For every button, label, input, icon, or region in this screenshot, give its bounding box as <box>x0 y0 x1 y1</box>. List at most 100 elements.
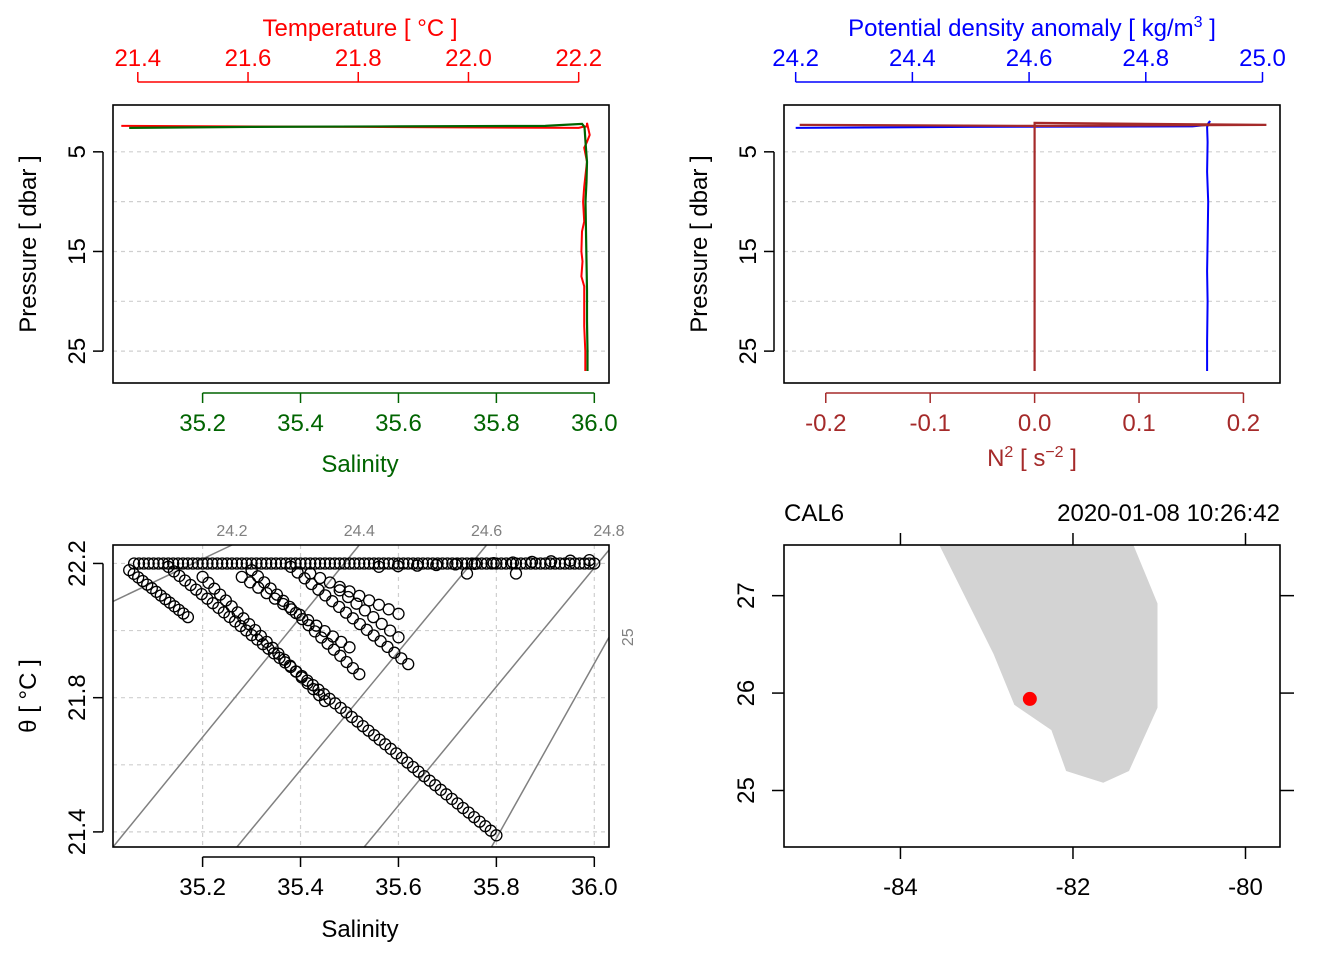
ts-point <box>313 557 327 570</box>
ts-point <box>269 557 283 570</box>
ts-point <box>343 585 356 598</box>
ts-point <box>333 580 346 594</box>
ts-point <box>391 560 405 573</box>
lat-tick-label: 26 <box>733 680 760 707</box>
p2-pressure-axis: 5 15 25 <box>735 145 775 364</box>
ts-point <box>265 557 278 570</box>
ts-point <box>583 557 596 570</box>
p1-salinity-axis: 35.2 35.4 35.6 35.8 36.0 <box>179 392 618 437</box>
ts-point <box>213 588 227 601</box>
ts-point <box>392 607 405 620</box>
ts-point <box>431 557 444 570</box>
ts-point <box>147 557 160 570</box>
ts-point <box>284 557 297 570</box>
isopycnal-line <box>490 636 610 848</box>
temperature-tick-label: 22.2 <box>555 45 602 72</box>
density-tick-label: 24.6 <box>1006 45 1053 72</box>
ts-point <box>208 582 221 595</box>
ts-point <box>235 557 248 570</box>
ts-point <box>299 557 312 570</box>
ts-point <box>564 554 577 567</box>
ts-point <box>402 657 415 671</box>
p1-pressure-tick-label: 15 <box>64 238 91 265</box>
ts-diagram-panel: 24.2 24.4 24.6 24.825 35.2 35.4 35.6 35.8 36.0 … <box>15 523 637 943</box>
isopycnal-line <box>112 544 233 603</box>
ts-point <box>251 570 265 583</box>
isopycnal-label: 24.8 <box>593 523 624 540</box>
ts-point <box>353 617 367 631</box>
ts-point <box>475 557 488 570</box>
p3-plot-frame <box>112 544 610 848</box>
ts-point <box>348 557 361 570</box>
ts-point <box>506 556 520 569</box>
ts-point <box>230 557 244 570</box>
ts-point <box>411 559 424 572</box>
ts-point <box>211 557 224 570</box>
ts-point <box>137 557 150 570</box>
lon-tick-label: -84 <box>883 874 918 901</box>
p3-isopycnals: 24.2 24.4 24.6 24.8 25 <box>112 523 637 848</box>
salinity-tick-label: 35.6 <box>375 410 422 437</box>
ts-point <box>525 555 539 569</box>
ts-point <box>334 649 347 662</box>
p3-theta-axis: 21.4 21.8 22.2 <box>64 540 104 855</box>
temperature-tick-label: 21.6 <box>225 45 272 72</box>
salinity-tick-label: 35.4 <box>277 410 324 437</box>
station-map-panel: -84 -82 -80 25 26 27 CAL6 2020-01-08 10:26:42 <box>733 500 1294 901</box>
n2-line <box>799 121 1267 371</box>
p1-pressure-tick-label: 25 <box>64 338 91 365</box>
ts-point <box>245 557 258 570</box>
ts-point <box>319 589 332 602</box>
ts-point <box>339 606 353 619</box>
n2-tick-label: 0.2 <box>1227 410 1260 437</box>
p1-pressure-tick-label: 5 <box>64 145 91 158</box>
salinity-line <box>129 122 589 371</box>
ts-point <box>460 557 474 570</box>
ts-point <box>395 652 408 665</box>
temperature-tick-label: 22.0 <box>445 45 492 72</box>
ts-point <box>375 617 388 631</box>
ts-point <box>583 553 596 567</box>
ts-point <box>455 557 469 570</box>
ts-point <box>504 557 518 570</box>
ts-point <box>460 567 474 580</box>
n2-tick-label: 0.1 <box>1122 410 1155 437</box>
ts-point <box>372 560 386 573</box>
ts-point <box>264 582 277 595</box>
p2-n2-label: N2 [ s−2 ] <box>987 444 1077 472</box>
ts-point <box>327 643 341 656</box>
salinity-tick-label: 35.8 <box>473 410 520 437</box>
ts-point <box>181 557 195 570</box>
ts-point <box>353 668 366 681</box>
ts-point <box>323 557 337 570</box>
p3-salinity-axis: 35.2 35.4 35.6 35.8 36.0 <box>179 856 618 901</box>
ts-point <box>309 557 322 570</box>
p2-density-axis: 24.2 24.4 24.6 24.8 25.0 <box>772 45 1286 83</box>
ts-point <box>277 594 290 607</box>
isopycnal-label: 24.4 <box>344 523 375 540</box>
p4-plot-frame <box>783 544 1281 848</box>
p2-plot-frame <box>783 104 1281 384</box>
ts-point <box>383 624 397 637</box>
ts-point <box>343 557 356 570</box>
ts-point <box>333 584 346 597</box>
ts-point <box>196 557 209 570</box>
ts-point <box>333 557 346 570</box>
ts-point <box>524 557 537 570</box>
p4-land-polygon <box>939 545 1158 783</box>
ts-point <box>367 629 380 642</box>
isopycnal-label: 24.6 <box>471 523 502 540</box>
ts-point <box>315 631 328 644</box>
p3-salinity-tick-label: 35.4 <box>277 874 324 901</box>
p2-n2-axis: -0.2 -0.1 0.0 0.1 0.2 <box>805 392 1260 437</box>
ts-point <box>495 557 508 570</box>
p2-gridlines <box>784 151 1280 352</box>
ts-point <box>318 694 332 708</box>
ts-point <box>321 637 334 650</box>
ts-point <box>304 557 317 570</box>
p1-pressure-axis: 5 15 25 <box>64 145 104 365</box>
p1-salinity-label: Salinity <box>321 451 398 478</box>
temperature-tick-label: 21.4 <box>114 45 161 72</box>
ts-point <box>243 576 257 589</box>
p2-pressure-tick-label: 5 <box>735 145 762 158</box>
